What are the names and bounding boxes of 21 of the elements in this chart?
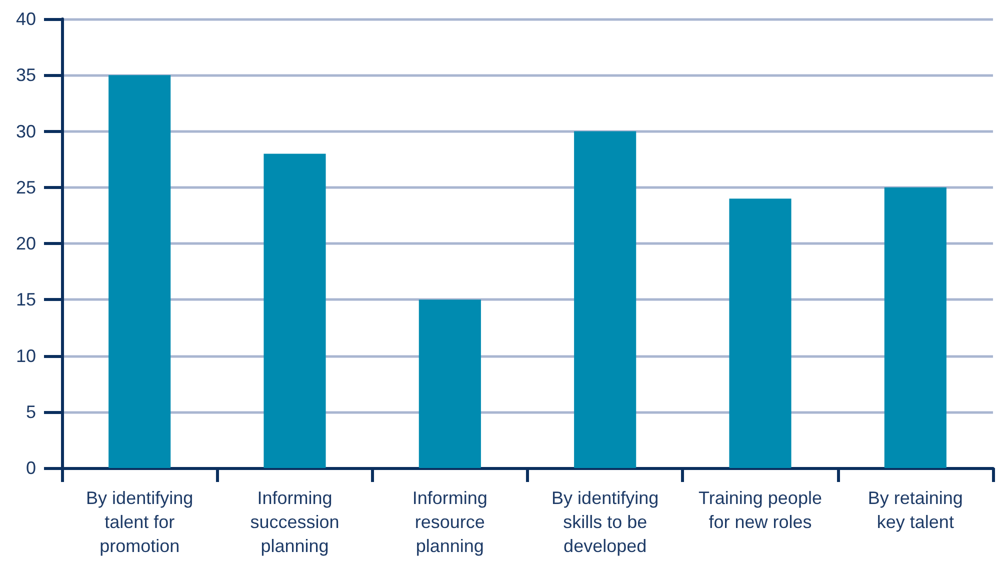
y-tick-label: 25 xyxy=(16,177,36,198)
x-tick-label: Informing resource planning xyxy=(412,488,488,556)
y-tick-label: 35 xyxy=(16,65,36,86)
x-tick-label: Informing succession planning xyxy=(250,488,340,556)
y-tick-label: 0 xyxy=(26,458,36,478)
x-tick-label: By retaining key talent xyxy=(868,488,963,532)
bar xyxy=(108,75,171,468)
y-tick-label: 20 xyxy=(16,234,36,254)
bar xyxy=(884,187,946,468)
bar xyxy=(729,198,792,468)
bar xyxy=(264,154,326,468)
y-tick-label: 40 xyxy=(16,9,36,29)
x-tick-label: By identifying talent for promotion xyxy=(86,488,194,556)
y-tick-label: 15 xyxy=(16,290,36,310)
y-tick-label: 10 xyxy=(16,346,36,366)
x-tick-label: Training people for new roles xyxy=(698,488,822,532)
y-tick-label: 30 xyxy=(16,121,36,142)
bar xyxy=(574,131,636,468)
x-tick-label: By identifying skills to be developed xyxy=(552,488,659,556)
y-tick-label: 5 xyxy=(26,402,36,422)
bar xyxy=(418,300,481,468)
